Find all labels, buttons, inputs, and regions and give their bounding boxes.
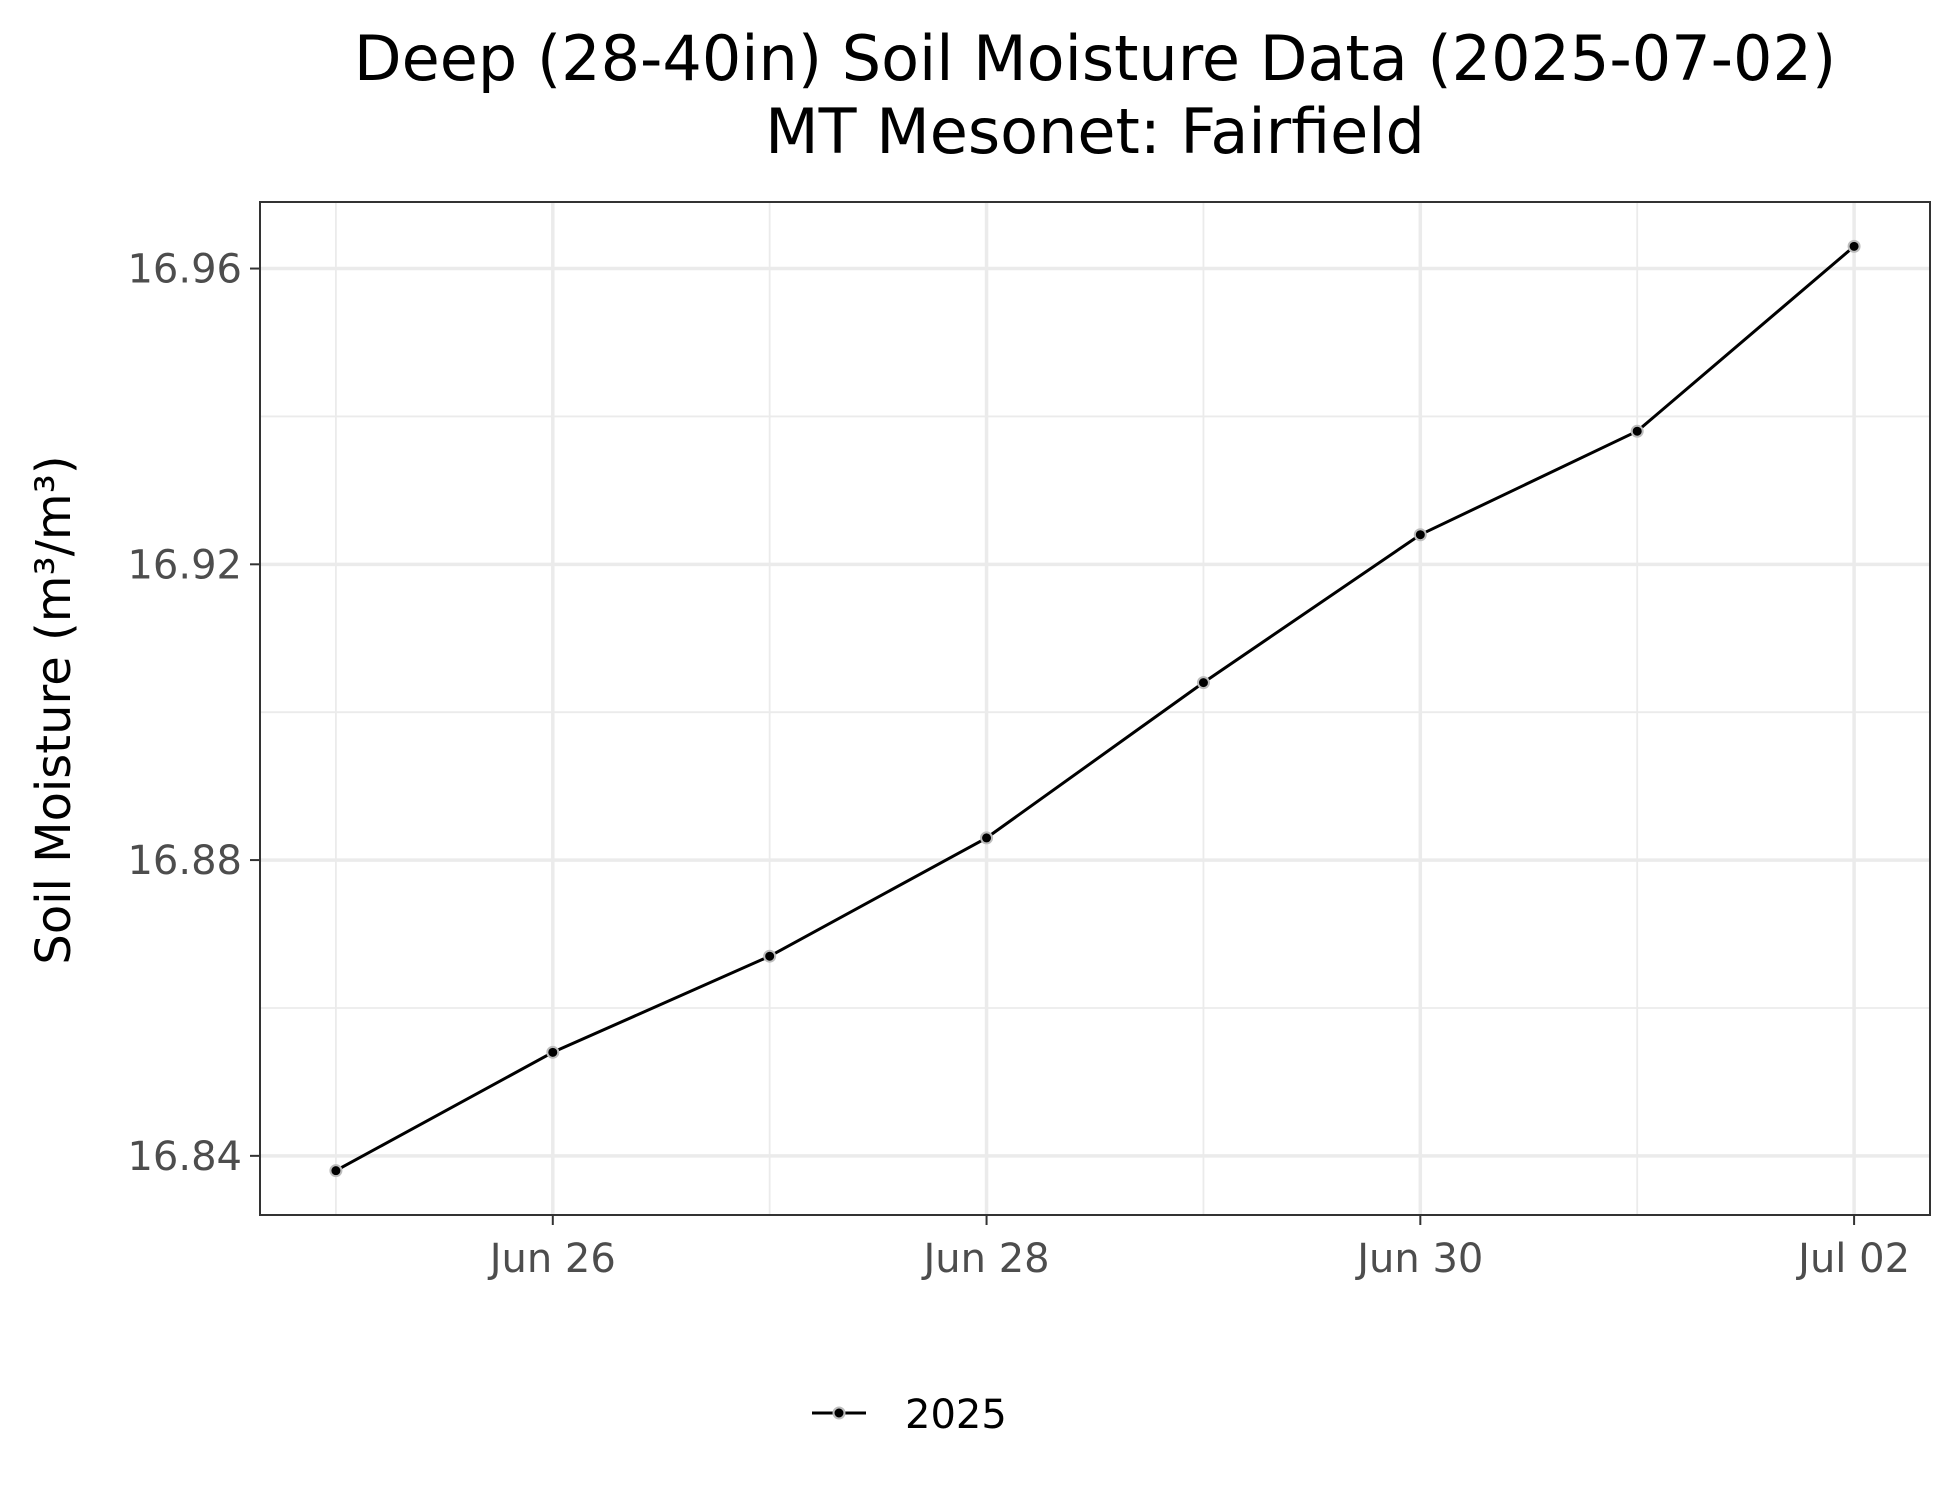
x-tick-label: Jun 30 xyxy=(1354,1236,1483,1282)
y-axis: 16.84 16.88 16.92 16.96 xyxy=(127,247,260,1180)
x-axis: Jun 26 Jun 28 Jun 30 Jul 02 xyxy=(487,1215,1910,1282)
y-tick-label: 16.92 xyxy=(127,542,242,588)
data-point xyxy=(1413,528,1427,542)
x-tick-label: Jun 28 xyxy=(920,1236,1049,1282)
legend: 2025 xyxy=(812,1392,1007,1438)
x-tick-label: Jul 02 xyxy=(1795,1236,1910,1282)
grid-minor xyxy=(260,202,1930,1215)
series-line-2025 xyxy=(335,245,1856,1172)
grid-major xyxy=(260,202,1930,1215)
y-tick-label: 16.96 xyxy=(127,247,242,293)
x-tick-label: Jun 26 xyxy=(487,1236,616,1282)
data-point xyxy=(329,1164,343,1178)
data-point xyxy=(1196,676,1210,690)
data-point xyxy=(546,1045,560,1059)
data-point xyxy=(980,831,994,845)
data-point xyxy=(1630,424,1644,438)
legend-label-2025: 2025 xyxy=(905,1392,1007,1438)
y-tick-label: 16.88 xyxy=(127,838,242,884)
y-axis-label: Soil Moisture (m³/m³) xyxy=(26,455,82,964)
data-point xyxy=(763,949,777,963)
legend-key-point xyxy=(832,1406,846,1420)
plot-border xyxy=(259,201,1931,1216)
chart-subtitle: MT Mesonet: Fairfield xyxy=(765,95,1425,168)
data-point xyxy=(1847,239,1861,253)
series-layer xyxy=(329,239,1861,1178)
y-tick-label: 16.84 xyxy=(127,1134,242,1180)
chart-title: Deep (28-40in) Soil Moisture Data (2025-… xyxy=(354,22,1836,95)
plot-panel xyxy=(260,202,1930,1215)
